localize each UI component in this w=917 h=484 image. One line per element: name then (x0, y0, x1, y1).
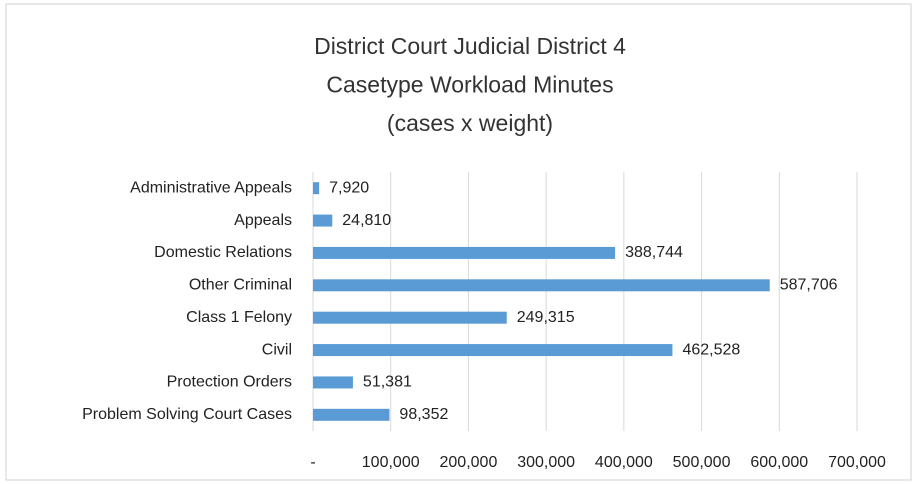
y-tick-label: Problem Solving Court Cases (82, 406, 292, 423)
data-label: 51,381 (363, 374, 412, 391)
bar (313, 182, 320, 195)
x-tick-label: 300,000 (517, 454, 575, 471)
bar (313, 214, 333, 227)
data-label: 24,810 (342, 212, 391, 229)
y-tick-label: Protection Orders (167, 374, 292, 391)
y-tick-label: Civil (262, 341, 292, 358)
y-tick-label: Other Criminal (189, 277, 292, 294)
bar (313, 279, 770, 292)
data-label: 7,920 (329, 179, 369, 196)
chart-title: (cases x weight) (387, 110, 553, 136)
x-tick-label: 600,000 (750, 454, 808, 471)
chart-title: Casetype Workload Minutes (326, 72, 613, 98)
data-label: 249,315 (517, 309, 575, 326)
x-tick-label: 200,000 (440, 454, 498, 471)
chart-title: District Court Judicial District 4 (314, 33, 626, 59)
x-tick-label: 100,000 (362, 454, 420, 471)
bar (313, 311, 507, 324)
data-label: 98,352 (399, 406, 448, 423)
y-tick-label: Administrative Appeals (130, 179, 292, 196)
bar (313, 408, 390, 421)
bar (313, 344, 673, 357)
x-tick-label: - (310, 454, 315, 471)
x-tick-label: 400,000 (595, 454, 653, 471)
bar (313, 376, 353, 389)
y-tick-label: Class 1 Felony (186, 309, 292, 326)
chart-border (5, 3, 912, 481)
data-label: 587,706 (780, 277, 838, 294)
x-tick-label: 700,000 (828, 454, 886, 471)
x-tick-label: 500,000 (673, 454, 731, 471)
data-label: 462,528 (682, 341, 740, 358)
data-label: 388,744 (625, 244, 683, 261)
y-tick-label: Appeals (234, 212, 292, 229)
y-tick-label: Domestic Relations (154, 244, 292, 261)
bar (313, 246, 616, 259)
